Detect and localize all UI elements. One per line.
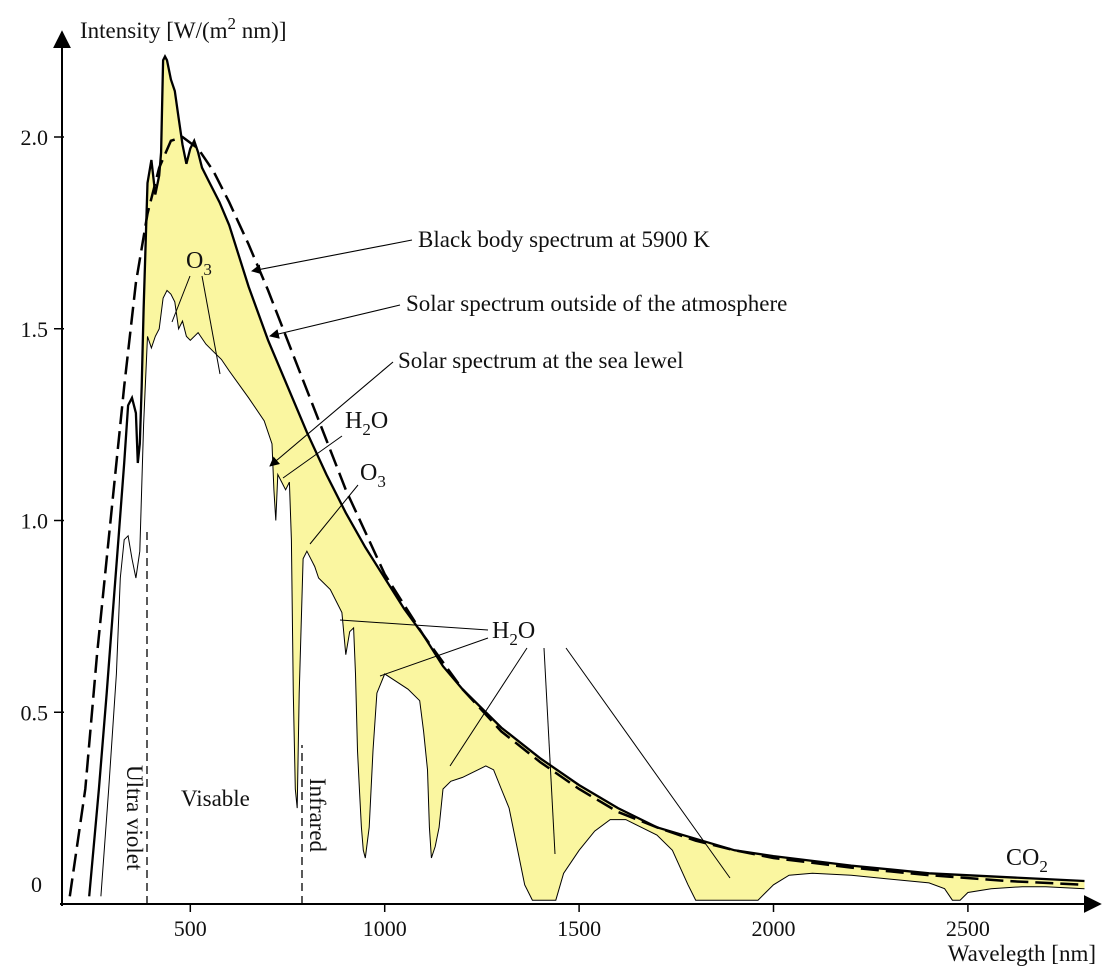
- h2o-upper-leader: [282, 435, 343, 479]
- h2o-lower-leader-2: [379, 637, 489, 677]
- y-axis-ticks: 0 0.5 1.0 1.5 2.0: [21, 125, 64, 897]
- y-tick-label: 1.5: [21, 317, 49, 342]
- o3-upper-leader-1: [171, 275, 191, 323]
- outside-atmosphere-annotation: Solar spectrum outside of the atmosphere: [406, 291, 787, 316]
- h2o-label-lower: H2O: [492, 618, 535, 649]
- o3-upper-leader-2: [201, 275, 221, 375]
- sea-level-leader: [269, 361, 394, 467]
- o3-label-upper: O3: [186, 248, 212, 279]
- ultraviolet-label: Ultra violet: [122, 765, 147, 871]
- x-tick-label: 2500: [946, 916, 990, 941]
- black-body-leader: [251, 239, 413, 275]
- x-axis-ticks: 500 1000 1500 2000 2500: [174, 904, 990, 941]
- sea-level-spectrum-line: [100, 289, 1085, 901]
- x-tick-label: 500: [174, 916, 207, 941]
- black-body-annotation: Black body spectrum at 5900 K: [418, 227, 710, 252]
- y-tick-label: 0.5: [21, 700, 49, 725]
- o3-label-middle: O3: [360, 460, 386, 491]
- x-tick-label: 2000: [752, 916, 796, 941]
- y-tick-label: 0: [31, 872, 42, 897]
- x-axis-label: Wavelegth [nm]: [948, 941, 1096, 966]
- outside-atmosphere-leader: [269, 304, 401, 339]
- y-tick-label: 2.0: [21, 125, 49, 150]
- sea-level-annotation: Solar spectrum at the sea lewel: [398, 348, 683, 373]
- y-axis-label: Intensity [W/(m2 nm)]: [80, 14, 287, 43]
- black-body-spectrum-line: [68, 135, 1085, 897]
- h2o-label-upper: H2O: [345, 408, 388, 439]
- infrared-label: Infrared: [305, 778, 330, 853]
- x-tick-label: 1500: [557, 916, 601, 941]
- h2o-lower-leader-1: [339, 619, 489, 631]
- y-tick-label: 1.0: [21, 509, 49, 534]
- h2o-lower-leader-3: [449, 647, 528, 767]
- h2o-lower-leader-4: [543, 647, 556, 855]
- x-tick-label: 1000: [363, 916, 407, 941]
- sea-level-spectrum-fill: [143, 56, 1085, 904]
- h2o-lower-leader-5: [565, 647, 731, 879]
- visible-label: Visable: [181, 786, 250, 811]
- o3-middle-leader: [309, 484, 359, 545]
- outside-atmosphere-spectrum-line: [88, 53, 1085, 897]
- co2-label: CO2: [1006, 845, 1048, 876]
